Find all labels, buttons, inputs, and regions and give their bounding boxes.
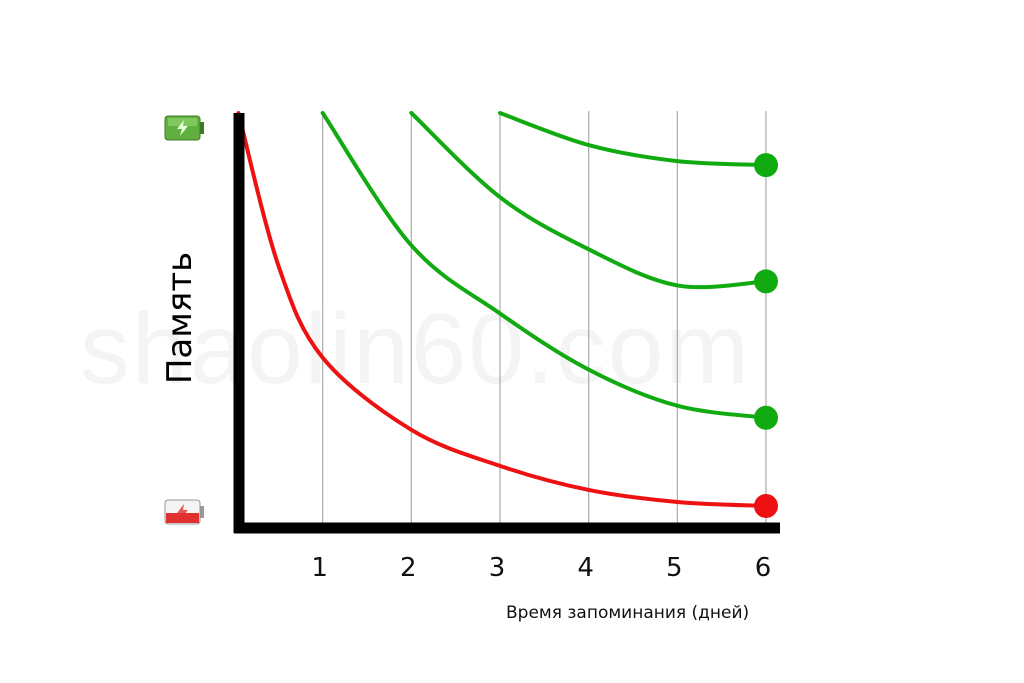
x-tick-label-3: 3 <box>488 553 506 583</box>
end-point-0 <box>754 493 778 518</box>
x-tick-label-2: 2 <box>400 553 417 583</box>
watermark: shaolin60.com <box>80 293 751 405</box>
end-point-3 <box>754 153 778 178</box>
x-tick-label-1: 1 <box>311 553 328 583</box>
x-axis-label: Время запоминания (дней) <box>506 603 750 623</box>
series-lines <box>236 111 768 508</box>
x-tick-label-4: 4 <box>577 553 594 583</box>
series-line-1 <box>320 111 768 420</box>
y-axis-label: Память <box>160 251 200 385</box>
grid-lines <box>322 111 767 526</box>
series-line-3 <box>498 111 768 168</box>
series-line-2 <box>409 111 768 290</box>
x-tick-label-6: 6 <box>754 553 772 583</box>
end-point-1 <box>754 405 778 430</box>
end-point-2 <box>754 269 778 294</box>
battery-low-icon <box>164 499 204 525</box>
battery-full-icon <box>164 115 204 141</box>
end-markers <box>754 153 778 518</box>
x-tick-label-5: 5 <box>666 553 683 583</box>
series-line-0 <box>236 111 768 508</box>
